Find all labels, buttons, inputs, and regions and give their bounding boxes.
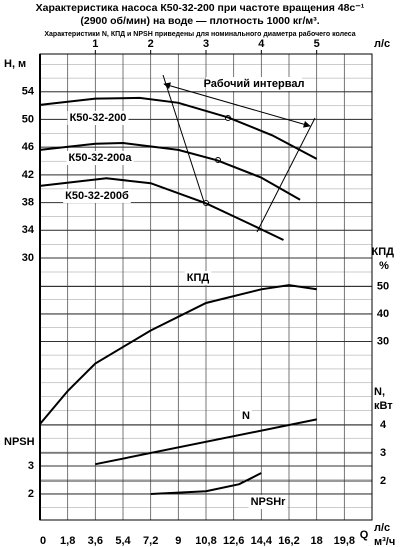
series-line: [39, 284, 317, 425]
label-bg: [206, 77, 302, 91]
y2-axis-label: КПД: [372, 246, 395, 258]
label-bg: [240, 409, 252, 423]
x2-tick-label: 19,8: [334, 535, 355, 547]
work-range-arrow: [163, 82, 311, 128]
series-line: [39, 141, 301, 201]
y2-axis-unit: %: [379, 260, 389, 272]
x-axis-label: л/с: [374, 38, 390, 50]
x-tick-label: 3: [203, 38, 209, 50]
y-tick-label: 46: [22, 141, 34, 153]
x2-tick-label: 0: [40, 535, 46, 547]
y2-tick-label: 50: [377, 280, 389, 292]
x2-tick-label: 18: [311, 535, 323, 547]
x-tick-label: 2: [148, 38, 154, 50]
y3-axis-label: N,: [374, 386, 385, 398]
subtitle: Характеристики N, КПД и NPSH приведены д…: [44, 30, 355, 38]
y3-tick-label: 4: [380, 419, 387, 431]
x2-axis-label: Q: [360, 529, 369, 541]
x2-tick-label: 5,4: [115, 535, 131, 547]
y4-tick-label: 3: [28, 460, 34, 472]
work-range-right: [256, 117, 316, 233]
x-axis-label-bottom: л/с: [374, 522, 390, 534]
series-label: К50-32-200а: [69, 152, 133, 164]
x2-tick-label: 14,4: [251, 535, 273, 547]
title-line-1: Характеристика насоса К50-32-200 при час…: [36, 2, 365, 14]
y-axis-label: H, м: [4, 58, 26, 70]
series-line: [39, 177, 284, 241]
y4-axis-label: NPSH: [4, 436, 35, 448]
x2-tick-label: 10,8: [195, 535, 216, 547]
label-bg: [66, 151, 134, 165]
y-tick-label: 38: [22, 196, 34, 208]
y3-tick-label: 3: [380, 447, 386, 459]
x2-tick-label: 12,6: [223, 535, 244, 547]
series-line: [95, 418, 317, 466]
y3-axis-unit: кВт: [374, 400, 393, 412]
x2-tick-label: 7,2: [143, 535, 158, 547]
series-label: К50-32-200: [70, 112, 127, 124]
series-label: К50-32-200б: [65, 190, 129, 202]
x2-tick-label: 3,6: [88, 535, 103, 547]
y3-tick-label: 2: [380, 475, 386, 487]
x-tick-label: 1: [92, 38, 98, 50]
y2-tick-label: 40: [377, 308, 389, 320]
label-bg: [184, 271, 212, 285]
series-line: [150, 472, 262, 495]
x2-tick-label: 9: [175, 535, 181, 547]
x-tick-label: 4: [258, 38, 265, 50]
label-bg: [248, 495, 288, 509]
y-tick-label: 30: [22, 252, 34, 264]
y-tick-label: 50: [22, 113, 34, 125]
label-bg: [67, 111, 129, 125]
title-line-2: (2900 об/мин) на воде — плотность 1000 к…: [80, 15, 319, 27]
work-range-label: Рабочий интервал: [204, 78, 305, 90]
x-tick-label: 5: [314, 38, 320, 50]
series-label: КПД: [187, 272, 210, 284]
y-tick-label: 42: [22, 169, 34, 181]
x2-axis-unit: м³/ч: [374, 536, 395, 547]
series-line: [39, 96, 318, 160]
y-tick-label: 54: [22, 86, 35, 98]
label-bg: [63, 189, 131, 203]
series-label: NPSHr: [251, 496, 287, 508]
y2-tick-label: 30: [377, 335, 389, 347]
x2-tick-label: 16,2: [278, 535, 299, 547]
y-tick-label: 34: [22, 224, 35, 236]
series-label: N: [242, 410, 250, 422]
x2-tick-label: 1,8: [60, 535, 75, 547]
y4-tick-label: 2: [28, 488, 34, 500]
